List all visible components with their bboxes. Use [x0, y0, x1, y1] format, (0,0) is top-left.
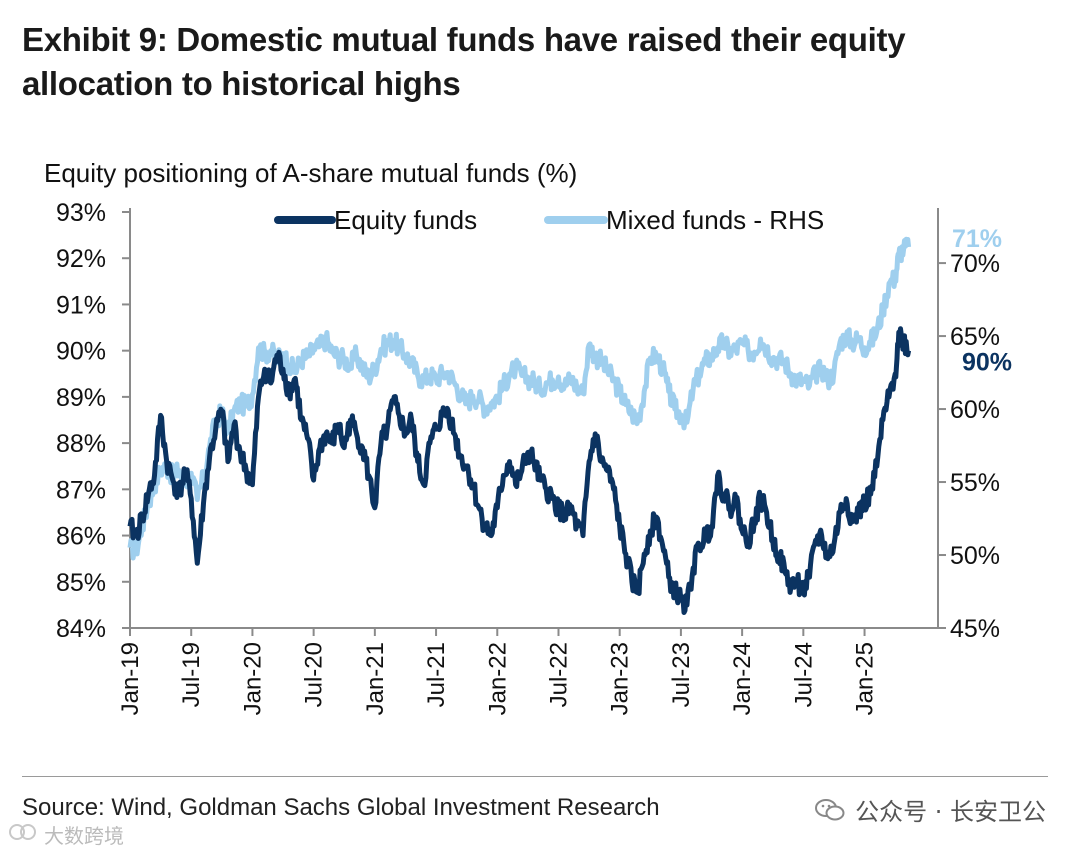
- x-tick-label: Jan-24: [729, 642, 756, 715]
- end-label-mixed: 71%: [952, 225, 1002, 253]
- chart-area: Equity funds Mixed funds - RHS Equity pos…: [0, 150, 1080, 770]
- y-right-tick-label: 70%: [950, 250, 1000, 278]
- series-line-mixed-funds: [127, 236, 912, 561]
- exhibit-title: Exhibit 9: Domestic mutual funds have ra…: [22, 21, 906, 102]
- y-left-tick-label: 87%: [56, 476, 106, 504]
- x-tick-label: Jul-21: [423, 642, 450, 707]
- wechat-icon: [815, 798, 845, 822]
- watermark-logo-icon: [8, 821, 38, 848]
- y-left-tick-label: 91%: [56, 291, 106, 319]
- y-left-tick-label: 88%: [56, 430, 106, 458]
- y-left-tick-label: 86%: [56, 523, 106, 551]
- y-left-tick-label: 93%: [56, 199, 106, 227]
- footer-divider: [22, 776, 1048, 777]
- watermark-right-text: 公众号 · 长安卫公: [855, 798, 1046, 826]
- y-left-tick-label: 92%: [56, 245, 106, 273]
- x-tick-label: Jan-21: [362, 642, 389, 715]
- chart-legend: Equity funds Mixed funds - RHS: [274, 205, 824, 235]
- y-right-tick-label: 55%: [950, 469, 1000, 497]
- x-tick-label: Jan-20: [239, 642, 266, 715]
- watermark-left-text: 大数跨境: [44, 824, 124, 848]
- x-tick-label: Jul-20: [301, 642, 328, 707]
- watermark-right: 公众号 · 长安卫公: [815, 792, 1046, 827]
- y-left-tick-label: 89%: [56, 384, 106, 412]
- y-left-tick-label: 84%: [56, 615, 106, 643]
- x-tick-label: Jan-23: [607, 642, 634, 715]
- chart-labels: Equity positioning of A-share mutual fun…: [44, 158, 1012, 715]
- source-note: Source: Wind, Goldman Sachs Global Inves…: [22, 794, 660, 821]
- y-right-tick-label: 45%: [950, 615, 1000, 643]
- y-left-tick-label: 85%: [56, 569, 106, 597]
- y-left-tick-label: 90%: [56, 338, 106, 366]
- axes: [122, 208, 946, 636]
- x-tick-label: Jul-24: [790, 642, 817, 707]
- line-chart: Equity funds Mixed funds - RHS Equity pos…: [44, 158, 1012, 715]
- x-tick-label: Jan-19: [117, 642, 144, 715]
- chart-title: Equity positioning of A-share mutual fun…: [44, 158, 577, 188]
- legend-label-mixed: Mixed funds - RHS: [606, 205, 824, 235]
- x-tick-label: Jul-22: [545, 642, 572, 707]
- series-lines: [127, 236, 912, 615]
- watermark-left: 大数跨境: [8, 820, 124, 849]
- series-line-equity-funds: [127, 326, 912, 615]
- x-tick-label: Jul-19: [178, 642, 205, 707]
- x-tick-label: Jan-22: [484, 642, 511, 715]
- y-right-tick-label: 65%: [950, 323, 1000, 351]
- legend-label-equity: Equity funds: [334, 205, 477, 235]
- end-label-equity: 90%: [962, 349, 1012, 377]
- y-right-tick-label: 60%: [950, 396, 1000, 424]
- x-tick-label: Jan-25: [852, 642, 879, 715]
- y-right-tick-label: 50%: [950, 542, 1000, 570]
- x-tick-label: Jul-23: [668, 642, 695, 707]
